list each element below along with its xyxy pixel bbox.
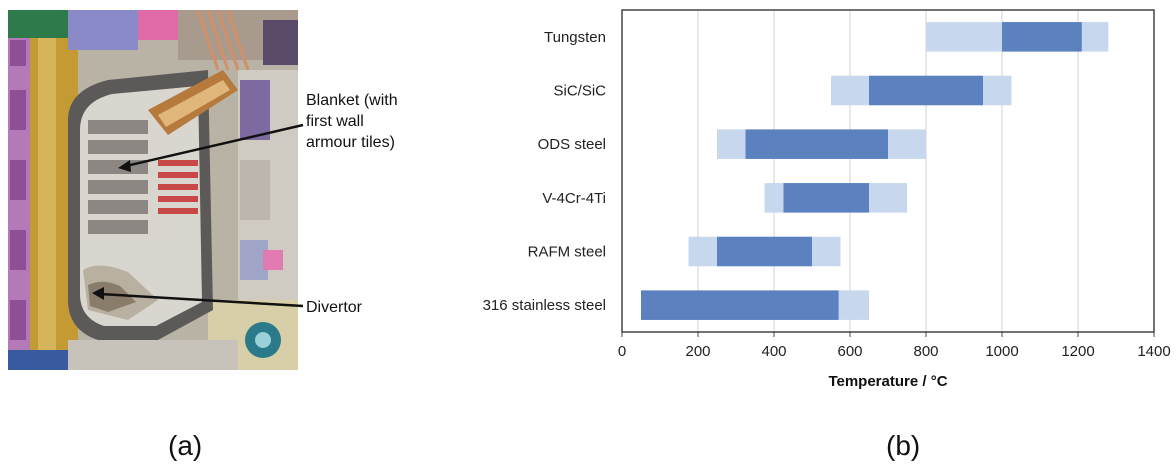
x-tick-label: 1400	[1137, 343, 1170, 360]
outer-range-bar	[688, 236, 841, 267]
outer-range-bar	[641, 290, 869, 320]
category-label: RAFM steel	[528, 244, 606, 261]
category-label: ODS steel	[538, 136, 606, 153]
x-tick-label: 1200	[1061, 343, 1094, 360]
chart-grid	[697, 10, 1079, 332]
divertor-annotation-line: Divertor	[306, 299, 363, 316]
tokamak-cutaway-illustration: Blanket (with first wall armour tiles) D…	[8, 10, 402, 370]
panel-b-label: (b)	[886, 430, 921, 461]
x-tick-label: 800	[913, 343, 938, 360]
outer-range-bar	[717, 129, 926, 159]
outer-range-bar	[926, 22, 1109, 52]
x-tick-label: 400	[761, 343, 786, 360]
blanket-annotation-line: armour tiles)	[306, 134, 395, 151]
divertor-arrow	[99, 292, 304, 308]
outer-range-bar	[831, 75, 1012, 106]
outer-range-bar	[764, 183, 907, 213]
inner-range-bar	[717, 236, 812, 267]
category-label: SiC/SiC	[553, 83, 606, 100]
tick-labels: 0 200 400 600 800 1000 1200 1400	[618, 332, 1171, 360]
blanket-arrow	[125, 123, 304, 168]
blanket-annotation-line: Blanket (with	[306, 92, 398, 109]
inner-range-bar	[641, 290, 839, 320]
blanket-annotation: Blanket (with first wall armour tiles)	[306, 92, 402, 151]
x-tick-label: 200	[685, 343, 710, 360]
x-tick-label: 600	[837, 343, 862, 360]
category-label: 316 stainless steel	[483, 297, 606, 314]
category-labels: Tungsten SiC/SiC ODS steel V-4Cr-4Ti RAFM st…	[483, 29, 607, 314]
category-label: Tungsten	[544, 29, 606, 46]
inner-range-bar	[745, 129, 888, 159]
divertor-annotation: Divertor	[306, 299, 363, 316]
inner-range-bar	[783, 183, 869, 213]
plot-frame	[621, 9, 1155, 333]
inner-range-bar	[869, 75, 983, 106]
x-axis-title: Temperature / °C	[828, 373, 947, 390]
blanket-annotation-line: first wall	[306, 113, 364, 130]
panel-a-label: (a)	[168, 430, 203, 461]
x-tick-label: 0	[618, 343, 626, 360]
category-label: V-4Cr-4Ti	[542, 190, 606, 207]
inner-range-bar	[1002, 22, 1082, 52]
x-tick-label: 1000	[985, 343, 1018, 360]
chart-bars	[641, 22, 1109, 320]
